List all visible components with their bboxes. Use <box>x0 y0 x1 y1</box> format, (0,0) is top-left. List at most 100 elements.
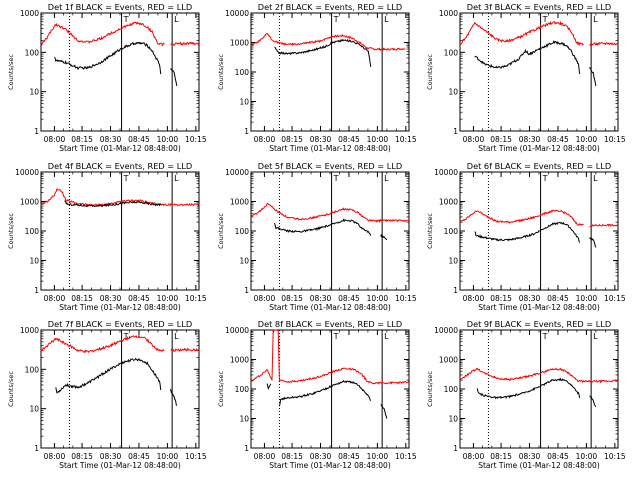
y-tick-label: 10 <box>29 257 39 266</box>
chart-title: Det 2f BLACK = Events, RED = LLD <box>258 2 402 12</box>
y-tick-label: 100 <box>444 227 459 236</box>
events-series-line <box>64 200 162 208</box>
events-series-line <box>589 395 597 408</box>
x-tick-label: 10:00 <box>367 294 389 303</box>
x-tick-label: 08:15 <box>281 452 303 461</box>
y-tick-label: 100 <box>25 365 40 374</box>
lld-series-line <box>459 20 584 46</box>
x-tick-label: 08:00 <box>44 452 66 461</box>
y-tick-label: 10 <box>448 88 458 97</box>
y-tick-label: 100 <box>444 385 459 394</box>
chart-panel-6: Det 6f BLACK = Events, RED = LLD 1 10 100 10… <box>426 161 626 312</box>
x-axis-label: Start Time (01-Mar-12 08:48:00) <box>269 144 391 153</box>
y-tick-label: 1000 <box>20 9 39 18</box>
x-tick-label: 08:30 <box>519 452 541 461</box>
y-tick-label: 10000 <box>434 326 458 335</box>
marker-letter: T <box>542 15 548 24</box>
chart-panel-1: Det 1f BLACK = Events, RED = LLD 1 10 100 10… <box>7 2 207 153</box>
lld-series-line <box>589 41 619 47</box>
y-tick-label: 10 <box>448 415 458 424</box>
events-series-line <box>170 388 178 406</box>
chart-title: Det 3f BLACK = Events, RED = LLD <box>467 2 611 12</box>
y-tick-label: 1000 <box>230 39 249 48</box>
y-axis-label: Counts/sec <box>426 54 434 90</box>
x-tick-label: 08:45 <box>338 294 360 303</box>
x-tick-label: 10:00 <box>576 452 598 461</box>
y-axis-label: Counts/sec <box>217 54 225 90</box>
events-series-line <box>55 357 162 394</box>
x-tick-label: 10:15 <box>604 135 626 144</box>
x-tick-label: 08:15 <box>490 135 512 144</box>
plot-frame <box>40 329 200 449</box>
chart-panel-7: Det 7f BLACK = Events, RED = LLD 1 10 100 10… <box>7 319 207 470</box>
marker-letter: L <box>593 332 598 341</box>
y-axis-label: Counts/sec <box>426 213 434 249</box>
y-tick-label: 10 <box>239 257 249 266</box>
chart-panel-8: Det 8f BLACK = Events, RED = LLD 1 10 100 10… <box>217 319 417 470</box>
events-series-line <box>278 379 372 407</box>
events-series-line <box>589 237 597 248</box>
x-tick-label: 10:00 <box>576 294 598 303</box>
y-tick-label: 10000 <box>225 326 249 335</box>
x-tick-label: 08:15 <box>490 294 512 303</box>
lld-series-line <box>589 223 619 228</box>
x-tick-label: 08:00 <box>463 294 485 303</box>
y-tick-label: 10 <box>29 88 39 97</box>
chart-title: Det 1f BLACK = Events, RED = LLD <box>48 2 192 12</box>
marker-letter: T <box>123 15 129 24</box>
x-axis-label: Start Time (01-Mar-12 08:48:00) <box>478 144 600 153</box>
events-series-line <box>589 67 597 86</box>
chart-panel-2: Det 2f BLACK = Events, RED = LLD 1 10 100 10… <box>217 2 417 153</box>
y-tick-label: 1 <box>34 286 39 295</box>
x-tick-label: 10:15 <box>185 135 207 144</box>
y-tick-label: 1000 <box>439 356 458 365</box>
marker-letter: L <box>174 15 179 24</box>
x-tick-label: 08:30 <box>519 135 541 144</box>
y-tick-label: 1000 <box>230 198 249 207</box>
marker-letter: L <box>384 15 389 24</box>
x-tick-label: 08:45 <box>128 294 150 303</box>
x-tick-label: 10:00 <box>367 452 389 461</box>
chart-panel-4: Det 4f BLACK = Events, RED = LLD 1 10 100 10… <box>7 161 207 312</box>
x-tick-label: 10:00 <box>576 135 598 144</box>
x-tick-label: 08:30 <box>310 135 332 144</box>
marker-letter: T <box>542 174 548 183</box>
chart-panel-9: Det 9f BLACK = Events, RED = LLD 1 10 100 10… <box>426 319 626 470</box>
x-axis-label: Start Time (01-Mar-12 08:48:00) <box>269 303 391 312</box>
plot-frame <box>250 329 410 449</box>
x-tick-label: 08:45 <box>128 452 150 461</box>
y-tick-label: 100 <box>235 385 250 394</box>
marker-letter: L <box>384 174 389 183</box>
marker-letter: L <box>384 332 389 341</box>
marker-letter: T <box>542 332 548 341</box>
x-tick-label: 08:15 <box>281 135 303 144</box>
y-tick-label: 10000 <box>15 168 39 177</box>
x-tick-label: 08:00 <box>44 135 66 144</box>
marker-letter: T <box>123 174 129 183</box>
x-tick-label: 10:00 <box>157 294 179 303</box>
y-tick-label: 1000 <box>20 326 39 335</box>
x-tick-label: 08:15 <box>71 294 93 303</box>
y-tick-label: 1 <box>244 286 249 295</box>
x-tick-label: 10:15 <box>185 452 207 461</box>
x-axis-label: Start Time (01-Mar-12 08:48:00) <box>59 461 181 470</box>
x-tick-label: 10:00 <box>367 135 389 144</box>
lld-series-line <box>170 41 200 47</box>
marker-letter: T <box>333 174 339 183</box>
events-series-line <box>476 377 581 400</box>
x-tick-label: 10:00 <box>157 135 179 144</box>
y-tick-label: 10 <box>29 405 39 414</box>
y-tick-label: 1 <box>453 444 458 453</box>
x-tick-label: 08:30 <box>519 294 541 303</box>
y-tick-label: 100 <box>235 227 250 236</box>
y-axis-label: Counts/sec <box>7 371 15 407</box>
y-tick-label: 1 <box>453 127 458 136</box>
x-tick-label: 08:45 <box>338 135 360 144</box>
y-axis-label: Counts/sec <box>7 213 15 249</box>
events-series-line <box>266 383 272 391</box>
x-axis-label: Start Time (01-Mar-12 08:48:00) <box>269 461 391 470</box>
events-series-line <box>380 404 388 419</box>
x-tick-label: 08:45 <box>338 452 360 461</box>
x-tick-label: 08:30 <box>100 135 122 144</box>
x-tick-label: 10:15 <box>185 294 207 303</box>
